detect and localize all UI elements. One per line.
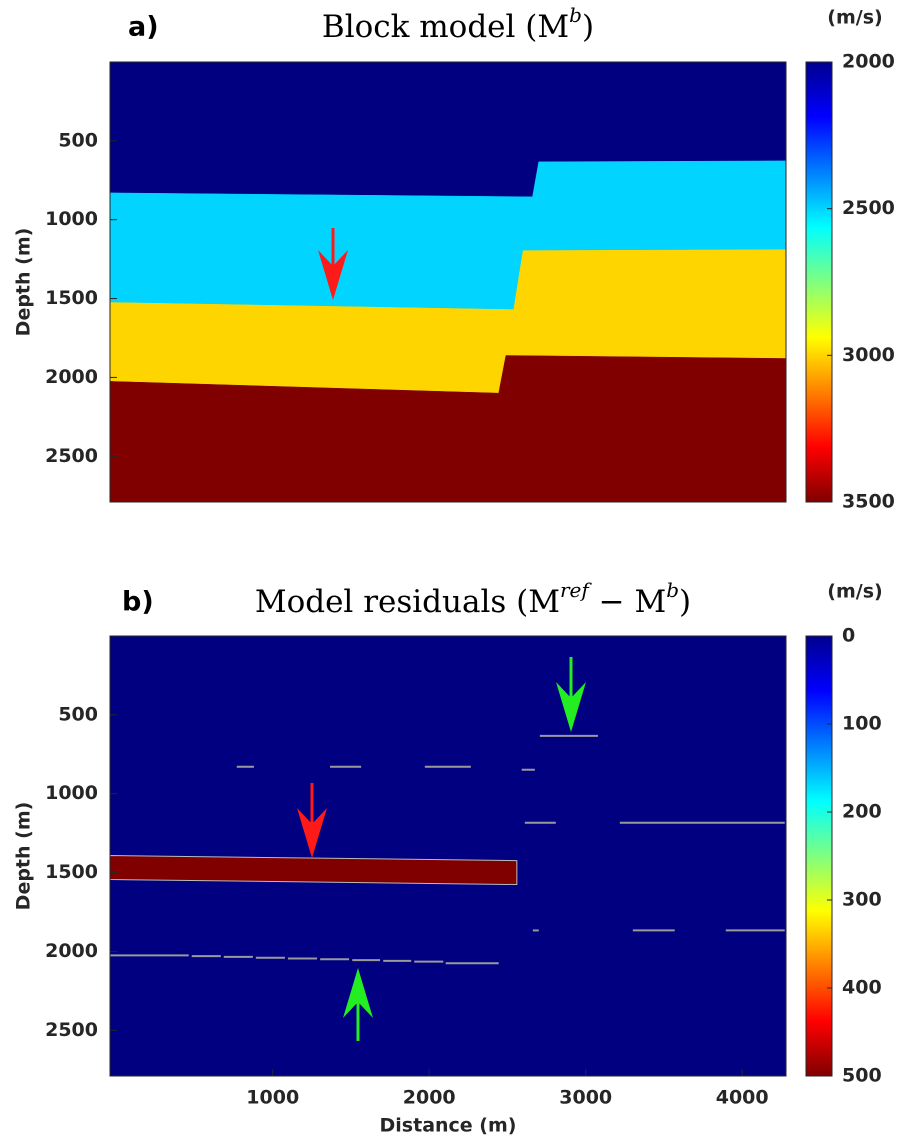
y-tick-label: 2000 (45, 940, 98, 962)
colorbar-tick-label: 2000 (842, 51, 895, 73)
title-part: ) (582, 9, 594, 45)
colorbar-tick-label: 500 (842, 1065, 882, 1087)
x-tick-label: 4000 (716, 1087, 769, 1109)
y-axis-label: Depth (m) (13, 802, 35, 911)
title-part: ) (679, 584, 691, 620)
y-tick-label: 2500 (45, 445, 98, 467)
colorbar-label: (m/s) (827, 7, 882, 29)
x-tick-label: 1000 (246, 1087, 299, 1109)
velocity-layer (110, 160, 786, 310)
model-image (110, 636, 786, 1076)
panel: 500 1000 1500 2000 2500 Depth (m) a) Block mode… (13, 3, 895, 513)
velocity-layer (110, 355, 786, 502)
residual-body (110, 855, 518, 886)
y-tick-label: 1500 (45, 287, 98, 309)
panel-label: a) (128, 12, 159, 43)
y-tick-label: 1000 (45, 208, 98, 230)
chart-title: Model residuals (Mref − Mb) (255, 578, 691, 620)
y-axis-label: Depth (m) (13, 228, 35, 337)
colorbar-tick-label: 100 (842, 713, 882, 735)
y-tick-label: 1000 (45, 782, 98, 804)
title-part: Model residuals (M (255, 584, 560, 620)
colorbar-tick-label: 0 (842, 625, 855, 647)
plot-frame (109, 635, 787, 1077)
colorbar-label: (m/s) (827, 581, 882, 603)
plot-frame (109, 61, 787, 503)
colorbar-tick-label: 200 (842, 801, 882, 823)
title-part: ref (560, 578, 592, 602)
y-tick-label: 500 (58, 129, 98, 151)
colorbar-tick-label: 300 (842, 889, 882, 911)
y-tick-label: 2000 (45, 366, 98, 388)
velocity-layer (110, 636, 786, 1076)
model-image (110, 62, 786, 502)
y-tick-label: 500 (58, 703, 98, 725)
chart-title: Block model (Mb) (322, 3, 594, 45)
y-tick-label: 2500 (45, 1019, 98, 1041)
colorbar-tick-label: 3000 (842, 344, 895, 366)
colorbar-tick-label: 3500 (842, 491, 895, 513)
annotation-arrows (297, 228, 586, 1041)
x-axis-label: Distance (m) (380, 1115, 517, 1137)
y-tick-label: 1500 (45, 861, 98, 883)
title-part: Block model (M (322, 9, 569, 45)
title-part: − M (589, 584, 666, 620)
x-tick-label: 2000 (403, 1087, 456, 1109)
colorbar (805, 635, 833, 1077)
title-part: b (569, 3, 582, 27)
title-part: b (666, 578, 679, 602)
velocity-layer (110, 249, 786, 394)
colorbar (805, 61, 833, 503)
colorbar-tick-label: 400 (842, 977, 882, 999)
colorbar-tick-label: 2500 (842, 197, 895, 219)
x-tick-label: 3000 (559, 1087, 612, 1109)
panel-label: b) (122, 587, 154, 618)
